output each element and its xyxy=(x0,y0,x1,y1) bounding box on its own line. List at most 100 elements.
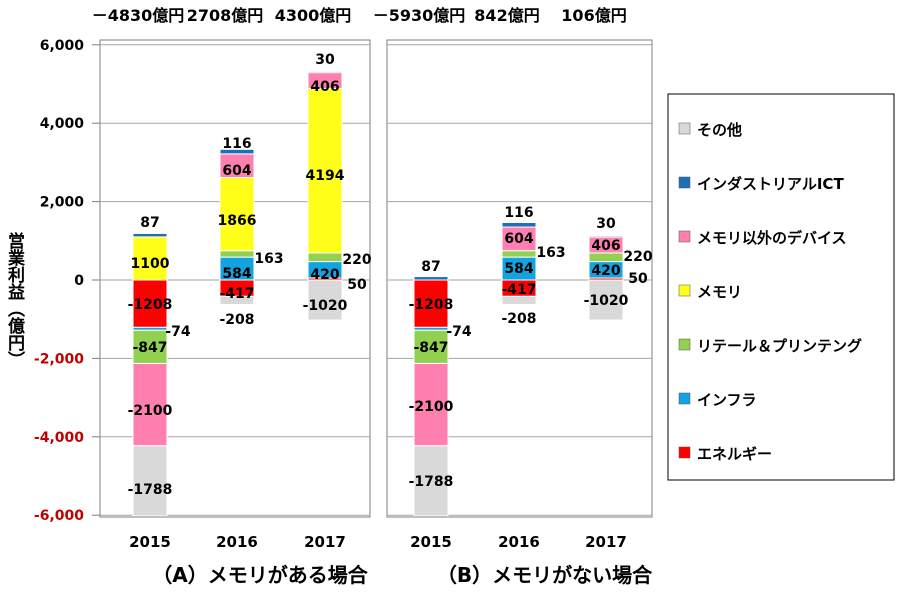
legend-swatch-industrial xyxy=(678,176,691,189)
legend-box xyxy=(667,93,895,481)
bar-segment-other xyxy=(501,295,537,306)
bar-segment-retail xyxy=(588,252,624,263)
legend-label-device: メモリ以外のデバイス xyxy=(697,229,847,247)
data-label: 1866 xyxy=(218,213,257,229)
data-label: -1208 xyxy=(409,297,454,313)
bar-segment-industrial xyxy=(501,221,537,228)
data-label: -74 xyxy=(165,324,191,340)
total-label: 4300億円 xyxy=(275,6,352,25)
y-axis-label: 営業利益（億円） xyxy=(4,231,25,368)
data-label: 604 xyxy=(504,231,533,247)
bar-segment-retail xyxy=(132,329,168,364)
bar-segment-other xyxy=(132,362,168,447)
legend-label-other: その他 xyxy=(697,121,742,139)
bar-segment-industrial xyxy=(132,232,168,238)
data-label: 163 xyxy=(254,251,283,267)
data-label: 163 xyxy=(536,245,565,261)
bar-segment-industrial xyxy=(413,276,449,281)
data-label: 116 xyxy=(504,205,533,221)
bar-segment-energy xyxy=(413,279,449,328)
data-label: 1100 xyxy=(131,256,170,272)
y-tick-label: -4,000 xyxy=(34,430,84,446)
panel-a-with-memory: 1100 -1208 -74-847 -2100 -1788 87 2015 －4830億円 1… xyxy=(92,6,372,587)
data-label: -208 xyxy=(501,311,536,327)
data-label: 220 xyxy=(342,252,371,268)
data-label: 406 xyxy=(591,238,620,254)
total-label: 2708億円 xyxy=(187,6,264,25)
data-label: -847 xyxy=(132,340,167,356)
bar-segment-retail xyxy=(501,250,537,258)
y-tick-label: -6,000 xyxy=(34,508,84,524)
data-label: -1788 xyxy=(409,474,454,490)
data-label: -417 xyxy=(501,282,536,298)
legend-swatch-device xyxy=(678,230,691,243)
data-label: 87 xyxy=(140,215,159,231)
bar-segment-other xyxy=(219,295,255,306)
bar-segment-memory xyxy=(132,236,168,281)
legend-label-retail: リテール＆プリンテング xyxy=(697,337,862,355)
data-label: -847 xyxy=(413,340,448,356)
y-tick-label: -2,000 xyxy=(34,351,84,367)
panel-title: （B）メモリがない場合 xyxy=(437,563,653,587)
total-label: －5930億円 xyxy=(373,6,466,25)
legend-label-energy: エネルギー xyxy=(697,445,772,463)
data-label: -1788 xyxy=(128,482,173,498)
bar-segment-memory xyxy=(307,88,343,254)
data-label: 420 xyxy=(591,263,620,279)
legend-swatch-other xyxy=(678,122,691,135)
bar-segment-industrial xyxy=(588,235,624,238)
bar-segment-retail xyxy=(219,250,255,258)
legend-swatch-retail xyxy=(678,338,691,351)
data-label: 604 xyxy=(222,163,251,179)
y-tick-label: 0 xyxy=(74,273,84,289)
data-label: 584 xyxy=(504,261,533,277)
legend-label-industrial: インダストリアルICT xyxy=(697,175,844,193)
bar-segment-energy xyxy=(132,279,168,328)
data-label: -208 xyxy=(219,312,254,328)
data-label: -1020 xyxy=(303,298,348,314)
panel-b-without-memory: -1208 -74-847 -2100 -1788 87 2015 －5930億円 58416… xyxy=(373,6,653,587)
data-label: -2100 xyxy=(409,399,454,415)
data-label: 50 xyxy=(347,277,367,293)
y-tick-label: 4,000 xyxy=(40,116,85,132)
data-label: 420 xyxy=(310,267,339,283)
bar-segment-retail xyxy=(307,252,343,263)
panel-title: （A）メモリがある場合 xyxy=(152,563,368,587)
bar-segment-other xyxy=(413,362,449,447)
x-tick-label: 2017 xyxy=(304,533,346,551)
data-label: 4194 xyxy=(306,168,345,184)
data-label: 50 xyxy=(628,271,648,287)
bar-segment-other xyxy=(307,279,343,321)
data-label: 406 xyxy=(310,79,339,95)
legend-label-memory: メモリ xyxy=(697,283,742,301)
data-label: 220 xyxy=(623,249,652,265)
legend-swatch-memory xyxy=(678,284,691,297)
y-tick-label: 6,000 xyxy=(40,38,85,54)
x-tick-label: 2017 xyxy=(585,533,627,551)
data-label: -2100 xyxy=(128,403,173,419)
data-label: 30 xyxy=(315,52,335,68)
x-tick-label: 2016 xyxy=(498,533,540,551)
bar-segment-other xyxy=(132,445,168,517)
bar-segment-other xyxy=(588,279,624,321)
y-axis: 6,000 4,000 2,000 0 -2,000 -4,000 -6,000 xyxy=(34,38,100,524)
bar-segment-industrial xyxy=(219,148,255,155)
data-label: 584 xyxy=(222,266,251,282)
legend-swatch-infra xyxy=(678,392,691,405)
x-tick-label: 2015 xyxy=(129,533,171,551)
bar-segment-memory xyxy=(219,177,255,252)
x-tick-label: 2016 xyxy=(216,533,258,551)
data-label: 116 xyxy=(222,136,251,152)
data-label: -1208 xyxy=(128,297,173,313)
total-label: 842億円 xyxy=(474,6,539,25)
y-tick-label: 2,000 xyxy=(40,195,85,211)
data-label: -74 xyxy=(446,324,472,340)
bar-segment-other xyxy=(413,445,449,517)
data-label: -417 xyxy=(219,286,254,302)
legend-label-infra: インフラ xyxy=(697,391,757,409)
legend-swatch-energy xyxy=(678,446,691,459)
x-tick-label: 2015 xyxy=(410,533,452,551)
data-label: 87 xyxy=(421,259,440,275)
